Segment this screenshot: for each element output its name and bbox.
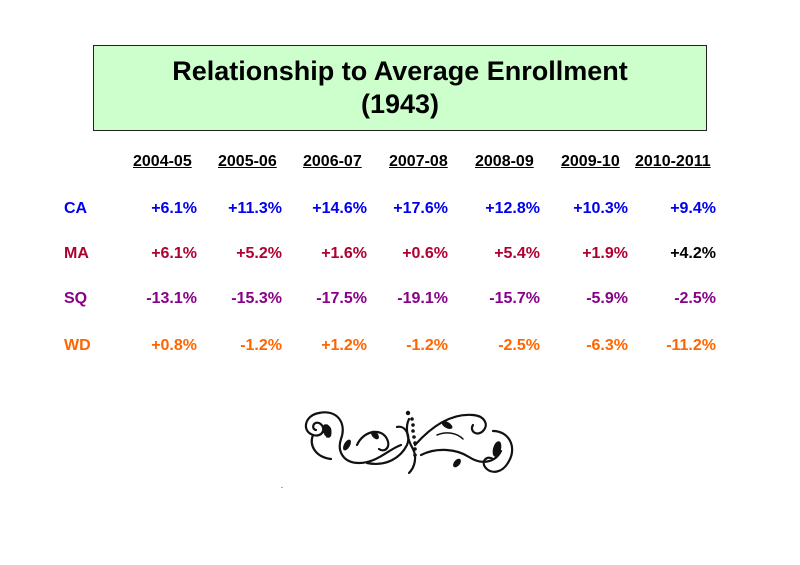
column-header: 2007-08: [389, 153, 448, 170]
flourish-ornament-icon: [304, 410, 514, 475]
stray-mark: [281, 487, 283, 488]
column-header: 2006-07: [303, 153, 362, 170]
table-cell: +0.6%: [402, 245, 448, 262]
column-header: 2008-09: [475, 153, 534, 170]
column-header: 2010-2011: [635, 153, 711, 170]
table-cell: -1.2%: [240, 337, 282, 354]
table-cell: +10.3%: [573, 200, 628, 217]
table-cell: +1.9%: [582, 245, 628, 262]
table-cell: +6.1%: [151, 245, 197, 262]
table-cell: +12.8%: [485, 200, 540, 217]
row-label-ca: CA: [64, 200, 88, 217]
table-cell: -11.2%: [666, 337, 716, 354]
table-cell: -17.5%: [316, 290, 367, 307]
row-label-ma: MA: [64, 245, 89, 262]
column-header: 2004-05: [133, 153, 192, 170]
title-box: Relationship to Average Enrollment (1943…: [93, 45, 707, 131]
column-header: 2009-10: [561, 153, 620, 170]
table-cell: +1.6%: [321, 245, 367, 262]
table-cell: +14.6%: [312, 200, 367, 217]
table-cell: +9.4%: [670, 200, 716, 217]
row-label-sq: SQ: [64, 290, 88, 307]
title-line-2: (1943): [360, 89, 440, 119]
table-cell: -19.1%: [397, 290, 448, 307]
table-cell: -13.1%: [146, 290, 197, 307]
table-cell: -2.5%: [498, 337, 540, 354]
table-cell: -15.7%: [489, 290, 540, 307]
table-cell: +4.2%: [670, 245, 716, 262]
table-cell: -5.9%: [586, 290, 628, 307]
table-cell: +6.1%: [151, 200, 197, 217]
row-label-wd: WD: [64, 337, 91, 354]
table-cell: +11.3%: [228, 200, 282, 217]
table-cell: -2.5%: [674, 290, 716, 307]
column-header: 2005-06: [218, 153, 277, 170]
table-cell: +5.4%: [494, 245, 540, 262]
table-cell: +0.8%: [151, 337, 197, 354]
table-cell: +17.6%: [393, 200, 448, 217]
table-cell: -15.3%: [231, 290, 282, 307]
table-cell: -6.3%: [586, 337, 628, 354]
table-cell: +1.2%: [321, 337, 367, 354]
table-cell: -1.2%: [406, 337, 448, 354]
table-cell: +5.2%: [236, 245, 282, 262]
title-line-1: Relationship to Average Enrollment: [172, 56, 628, 86]
